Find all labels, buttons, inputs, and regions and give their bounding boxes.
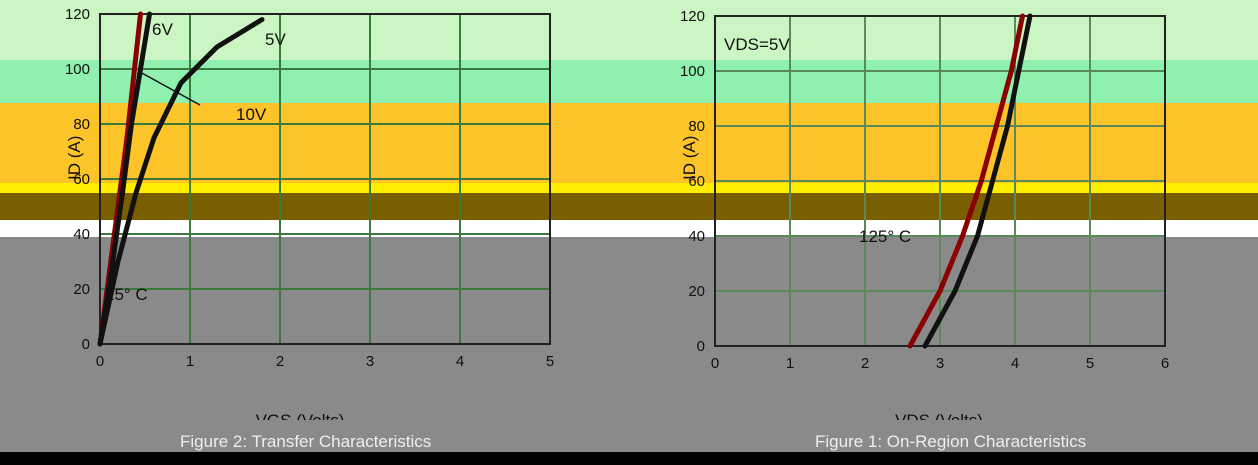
caption-right: Figure 1: On-Region Characteristics [815, 432, 1087, 451]
chart-right-svg: 120 100 80 60 40 20 00 1 2 3 4 5 6 VDS=5V 125° C ID (A)… [680, 8, 1169, 420]
y-tick-label: 20 [73, 281, 90, 298]
y-tick-label: 120 [65, 6, 90, 23]
x-tick-label: 1 [186, 353, 194, 370]
y-axis-label: ID (A) [680, 136, 699, 180]
band-green [0, 60, 1258, 103]
chart-left-svg: 120 100 80 60 40 20 00 1 2 3 4 5 6V 5V 10V 25° C ID (A) V… [65, 6, 554, 420]
y-tick-label: 40 [73, 226, 90, 243]
pointer-line [139, 71, 201, 106]
x-tick-label: 4 [456, 353, 464, 370]
label-25c: 25° C [105, 285, 148, 304]
y-tick-label: 0 [697, 338, 705, 355]
x-tick-label: 3 [366, 353, 374, 370]
x-tick-label: 2 [276, 353, 284, 370]
x-tick-label: 3 [936, 355, 944, 372]
caption-left: Figure 2: Transfer Characteristics [180, 432, 432, 451]
x-tick-label: 2 [861, 355, 869, 372]
y-tick-label: 120 [680, 8, 705, 25]
x-tick-label: 5 [546, 353, 554, 370]
series-line-125-C [907, 13, 1025, 349]
x-tick-label: 0 [96, 353, 104, 370]
label-125c: 125° C [859, 227, 911, 246]
series-line-25-C [922, 13, 1033, 349]
label-5v: 5V [265, 30, 286, 49]
x-axis-label: VGS (Volts) [256, 411, 345, 420]
y-tick-label: 60 [73, 171, 90, 188]
chart-left: 120 100 80 60 40 20 00 1 2 3 4 5 6V 5V 10V 25° C ID (A) V… [0, 0, 600, 420]
x-tick-label: 0 [711, 355, 719, 372]
y-tick-label: 80 [73, 116, 90, 133]
band-olive [0, 193, 1258, 220]
y-tick-label: 80 [688, 118, 705, 135]
chart-right: 120 100 80 60 40 20 0 0 1 2 3 4 5 6 VDS=5V 125° C ID (A)… [629, 0, 1258, 420]
y-tick-label: 0 [82, 336, 90, 353]
label-10v: 10V [236, 105, 267, 124]
plot-frame [714, 15, 1166, 347]
x-tick-label: 6 [1161, 355, 1169, 372]
footer-strip [0, 452, 1258, 465]
x-tick-label: 4 [1011, 355, 1019, 372]
y-tick-label: 20 [688, 283, 705, 300]
label-vds-5v: VDS=5V [724, 35, 790, 54]
band-yellow [0, 183, 1258, 193]
y-tick-label: 60 [688, 173, 705, 190]
x-tick-label: 5 [1086, 355, 1094, 372]
label-6v: 6V [152, 20, 173, 39]
y-tick-label: 100 [680, 63, 705, 80]
y-axis-label: ID (A) [65, 136, 84, 180]
series-line-6V [97, 11, 152, 347]
band-light-green [0, 0, 1258, 60]
series-line-5V [97, 17, 265, 347]
band-orange [0, 103, 1258, 183]
x-tick-label: 1 [786, 355, 794, 372]
y-tick-label: 40 [688, 228, 705, 245]
x-axis-label: VDS (Volts) [895, 411, 983, 420]
plot-frame [99, 13, 551, 345]
y-tick-label: 100 [65, 61, 90, 78]
